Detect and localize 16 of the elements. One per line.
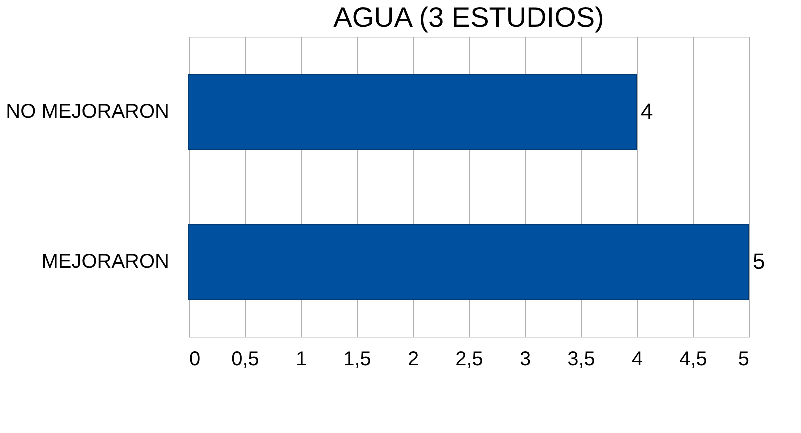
y-tick-label: NO MEJORARON [6, 101, 170, 123]
data-label: 4 [641, 99, 654, 124]
chart-title: AGUA (3 ESTUDIOS) [334, 2, 604, 33]
x-tick-label: 3 [520, 348, 532, 370]
x-tick-label: 2 [408, 348, 420, 370]
x-tick-label: 5 [738, 348, 750, 370]
data-label: 5 [753, 249, 766, 274]
x-tick-label: 4,5 [680, 348, 708, 370]
x-tick-label: 1 [296, 348, 308, 370]
x-tick-label: 3,5 [568, 348, 596, 370]
x-tick-label: 0 [190, 348, 201, 370]
x-tick-label: 2,5 [456, 348, 484, 370]
y-tick-label: MEJORARON [42, 251, 170, 273]
x-tick-label: 1,5 [344, 348, 372, 370]
x-tick-label: 4 [632, 348, 644, 370]
x-tick-label: 0,5 [232, 348, 260, 370]
